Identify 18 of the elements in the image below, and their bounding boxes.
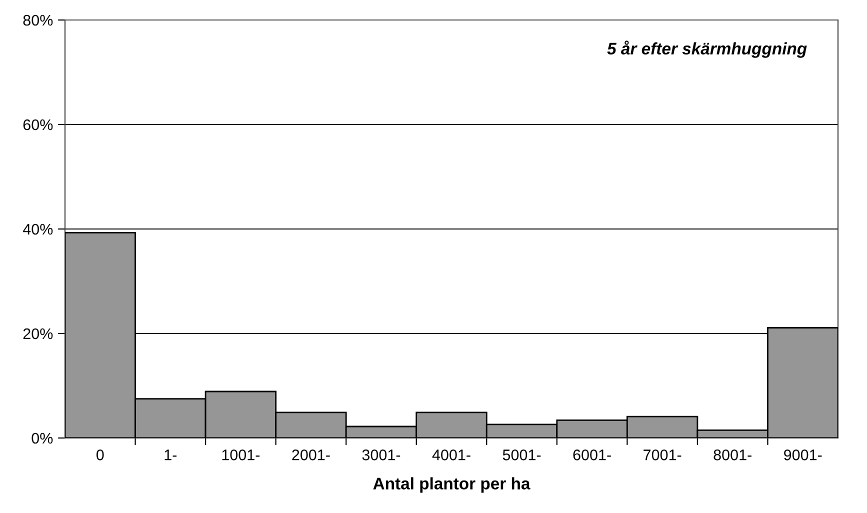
x-tick-label: 9001- (784, 450, 822, 460)
x-tick-label: 3001- (362, 450, 400, 460)
x-tick-label: 7001- (644, 450, 682, 460)
y-tick-label: 60% (23, 119, 53, 130)
y-tick-label: 40% (22, 224, 53, 235)
y-tick-label: 20% (23, 328, 53, 340)
x-tick-label: 0 (96, 450, 104, 460)
x-tick-label: 2001- (292, 450, 330, 460)
x-tick-label: 6001- (573, 450, 611, 460)
y-tick-label: 80% (23, 14, 53, 26)
x-tick-label: 1- (164, 450, 177, 460)
x-tick-label: 4001- (432, 450, 470, 460)
y-tick-label: 0% (32, 432, 53, 444)
x-tick-label: 5001- (502, 450, 541, 460)
annotation: 5 år efter skärmhuggning (607, 40, 807, 58)
x-tick-label: 1001- (222, 450, 260, 460)
x-tick-label: 8001- (714, 450, 752, 460)
x-axis-title: Antal plantor per ha (373, 477, 530, 493)
